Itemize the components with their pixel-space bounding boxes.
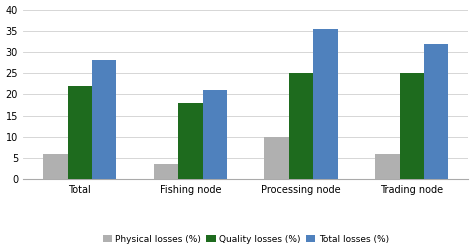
Bar [264,137,289,179]
Bar [202,90,227,179]
Bar [289,73,313,179]
Bar [43,154,67,179]
Bar [154,164,178,179]
Bar [424,44,448,179]
Bar [92,61,116,179]
Legend: Physical losses (%), Quality losses (%), Total losses (%): Physical losses (%), Quality losses (%),… [99,231,392,248]
Bar [313,29,337,179]
Bar [375,154,400,179]
Bar [400,73,424,179]
Bar [178,103,202,179]
Bar [67,86,92,179]
